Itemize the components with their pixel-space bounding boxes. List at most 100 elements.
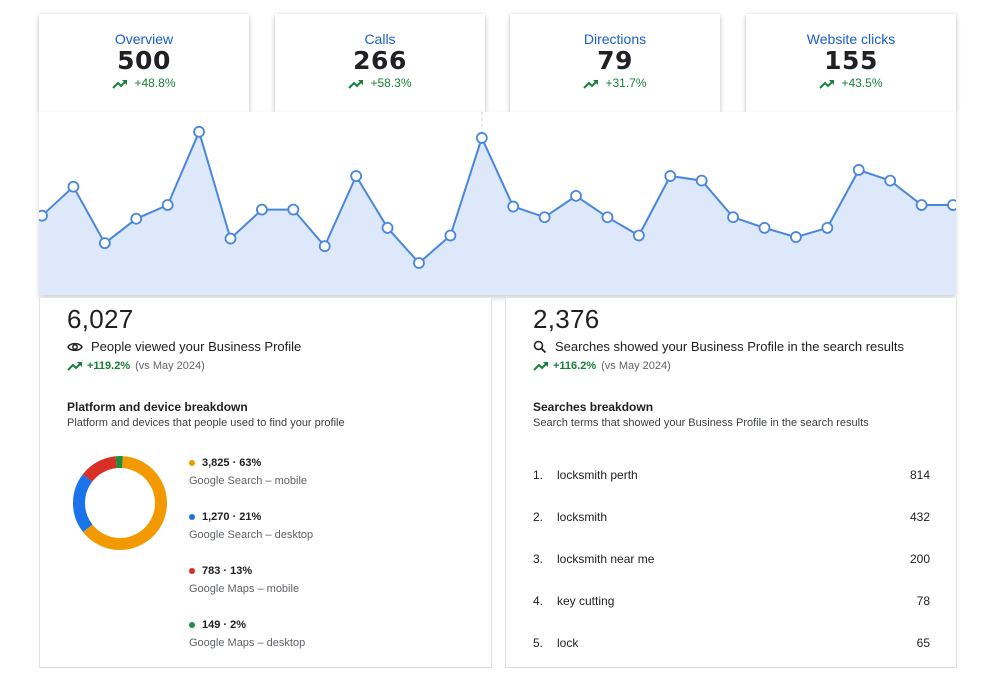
metric-value: 155 bbox=[824, 46, 878, 75]
trending-up-icon bbox=[583, 79, 599, 89]
metric-card-website-clicks[interactable]: Website clicks 155 +43.5% bbox=[746, 14, 956, 112]
metric-change-value: +43.5% bbox=[841, 76, 883, 90]
search-term: locksmith near me bbox=[557, 552, 655, 566]
legend-label: Google Maps – desktop bbox=[189, 637, 306, 649]
chart-point[interactable] bbox=[884, 174, 897, 187]
metric-value: 500 bbox=[117, 46, 171, 75]
search-rank: 1. bbox=[533, 468, 544, 482]
search-count: 432 bbox=[909, 510, 930, 524]
search-term-row[interactable]: 3. locksmith near me 200 bbox=[533, 552, 930, 566]
search-term: key cutting bbox=[557, 594, 615, 608]
chart-point[interactable] bbox=[444, 229, 457, 242]
chart-point[interactable] bbox=[852, 164, 865, 176]
legend-item-maps-mobile: 783 · 13% Google Maps – mobile bbox=[189, 565, 299, 595]
metric-card-calls[interactable]: Calls 266 +58.3% bbox=[275, 14, 485, 112]
chart-point[interactable] bbox=[130, 212, 143, 225]
metric-card-directions[interactable]: Directions 79 +31.7% bbox=[510, 14, 720, 112]
legend-value: 149 · 2% bbox=[202, 619, 247, 631]
chart-point[interactable] bbox=[947, 199, 956, 211]
legend-dot bbox=[189, 460, 195, 466]
chart-point[interactable] bbox=[915, 199, 928, 211]
legend-value: 783 · 13% bbox=[202, 565, 253, 577]
metric-value: 266 bbox=[353, 46, 407, 75]
legend-item-maps-desktop: 149 · 2% Google Maps – desktop bbox=[189, 619, 305, 649]
metric-change-value: +58.3% bbox=[370, 76, 412, 90]
trending-up-icon bbox=[348, 79, 364, 89]
legend-value: 1,270 · 21% bbox=[202, 511, 262, 523]
views-description-text: People viewed your Business Profile bbox=[91, 339, 302, 354]
chart-point[interactable] bbox=[381, 222, 394, 234]
chart-point[interactable] bbox=[664, 170, 677, 182]
search-rank: 2. bbox=[533, 510, 544, 524]
chart-point[interactable] bbox=[67, 180, 80, 193]
chart-point[interactable] bbox=[632, 229, 645, 242]
legend-item-search-desktop: 1,270 · 21% Google Search – desktop bbox=[189, 511, 313, 541]
donut-slice-1[interactable] bbox=[73, 474, 93, 532]
trending-up-icon bbox=[533, 362, 548, 371]
search-term-row[interactable]: 4. key cutting 78 bbox=[533, 594, 930, 608]
chart-area bbox=[39, 131, 956, 295]
chart-point[interactable] bbox=[475, 132, 488, 144]
search-term: locksmith bbox=[557, 510, 608, 524]
chart-point[interactable] bbox=[193, 125, 205, 138]
search-count: 65 bbox=[916, 636, 930, 650]
search-rank: 5. bbox=[533, 636, 544, 650]
trending-up-icon bbox=[112, 79, 128, 89]
search-term-row[interactable]: 1. locksmith perth 814 bbox=[533, 468, 930, 482]
metric-change-value: +48.8% bbox=[134, 76, 176, 90]
trending-up-icon bbox=[819, 79, 835, 89]
metric-label: Overview bbox=[114, 31, 174, 47]
chart-point[interactable] bbox=[601, 211, 614, 224]
chart-point[interactable] bbox=[350, 170, 363, 182]
chart-point[interactable] bbox=[161, 199, 174, 211]
chart-point[interactable] bbox=[224, 232, 237, 245]
metric-change: +58.3% bbox=[275, 76, 485, 91]
platform-breakdown-title: Platform and device breakdown bbox=[67, 400, 248, 414]
chart-point[interactable] bbox=[413, 257, 425, 269]
chart-point[interactable] bbox=[727, 211, 740, 224]
search-term-row[interactable]: 2. locksmith 432 bbox=[533, 510, 930, 524]
searches-change: +116.2% (vs May 2024) bbox=[533, 360, 671, 372]
chart-point[interactable] bbox=[98, 237, 111, 250]
chart-point[interactable] bbox=[538, 211, 551, 224]
metric-change-value: +31.7% bbox=[605, 76, 647, 90]
searches-change-value: +116.2% bbox=[553, 360, 597, 372]
legend-item-search-mobile: 3,825 · 63% Google Search – mobile bbox=[189, 457, 307, 487]
views-comparison: (vs May 2024) bbox=[135, 360, 205, 372]
search-rank: 4. bbox=[533, 594, 544, 608]
chart-point[interactable] bbox=[695, 174, 708, 187]
metric-card-overview[interactable]: Overview 500 +48.8% bbox=[39, 14, 249, 112]
chart-point[interactable] bbox=[790, 231, 802, 243]
chart-point[interactable] bbox=[507, 200, 520, 213]
chart-point[interactable] bbox=[570, 189, 582, 202]
searches-breakdown-subtitle: Search terms that showed your Business P… bbox=[533, 417, 869, 429]
metric-label: Website clicks bbox=[806, 31, 896, 47]
chart-point[interactable] bbox=[318, 240, 331, 253]
views-change-value: +119.2% bbox=[87, 360, 131, 372]
chart-points bbox=[39, 125, 956, 269]
metric-change: +43.5% bbox=[746, 76, 956, 91]
legend-dot bbox=[189, 568, 195, 574]
chart-point[interactable] bbox=[287, 203, 300, 216]
trending-up-icon bbox=[67, 362, 82, 371]
legend-label: Google Search – desktop bbox=[189, 529, 314, 541]
trend-chart[interactable] bbox=[39, 112, 956, 295]
searches-total: 2,376 bbox=[533, 304, 600, 334]
chart-point[interactable] bbox=[39, 209, 48, 222]
views-description: People viewed your Business Profile bbox=[67, 339, 301, 354]
chart-point[interactable] bbox=[758, 222, 771, 234]
legend-dot bbox=[189, 514, 195, 520]
search-rank: 3. bbox=[533, 552, 544, 566]
chart-point[interactable] bbox=[821, 222, 834, 234]
metric-value: 79 bbox=[597, 46, 633, 75]
search-count: 78 bbox=[916, 594, 930, 608]
platform-breakdown-subtitle: Platform and devices that people used to… bbox=[67, 417, 345, 429]
donut-slice-0[interactable] bbox=[83, 456, 167, 550]
searches-description: Searches showed your Business Profile in… bbox=[533, 339, 904, 354]
search-term-row[interactable]: 5. lock 65 bbox=[533, 636, 930, 650]
legend-label: Google Search – mobile bbox=[189, 475, 308, 487]
metric-change: +48.8% bbox=[39, 76, 249, 91]
searches-comparison: (vs May 2024) bbox=[601, 360, 671, 372]
chart-point[interactable] bbox=[255, 203, 268, 216]
donut-slice-2[interactable] bbox=[82, 456, 117, 482]
